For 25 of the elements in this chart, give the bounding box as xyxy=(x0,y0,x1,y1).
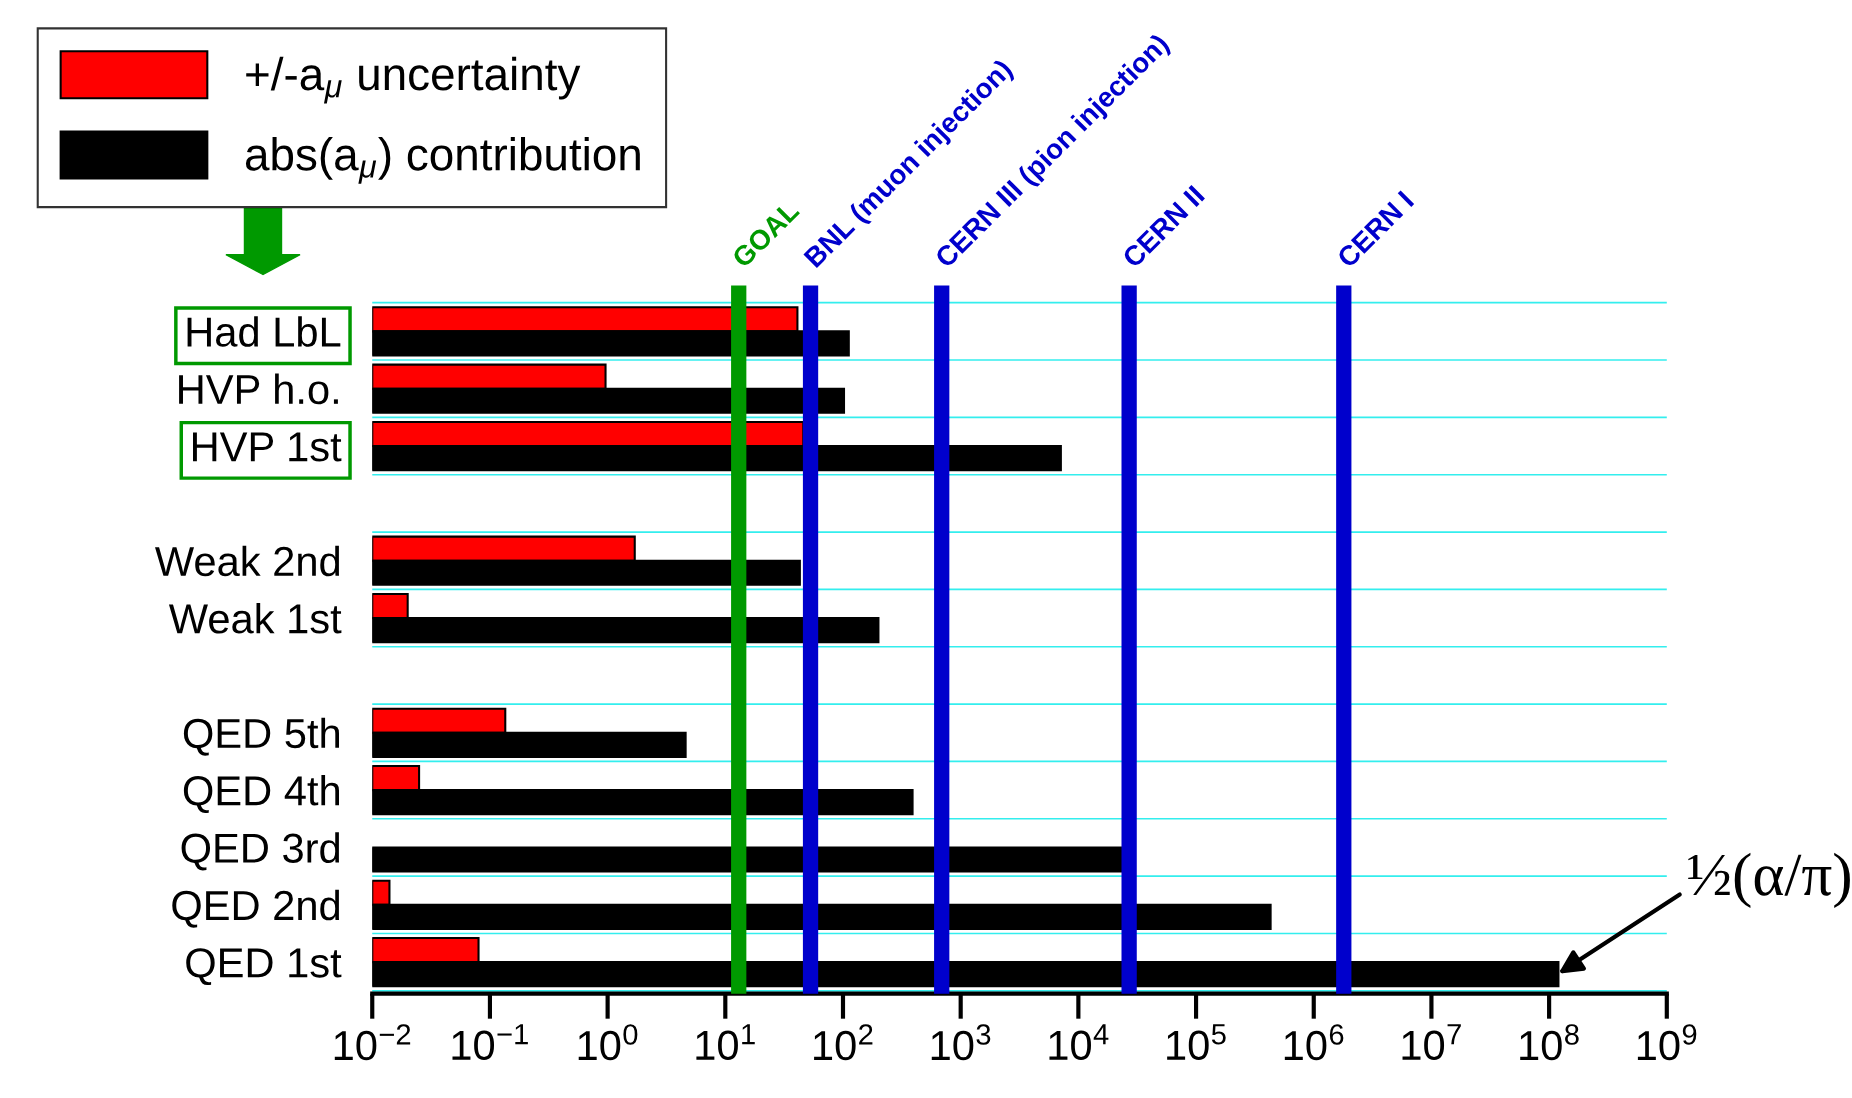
y-tick-label: HVP h.o. xyxy=(179,373,338,405)
x-tick-label: 10$^{2}$ xyxy=(814,1024,873,1061)
x-tick-label: 10$^{−2}$ xyxy=(334,1024,411,1061)
y-tick-label: QED 1st xyxy=(186,948,342,986)
annotation: ½(α/π) xyxy=(1688,852,1850,909)
y-tick-label: QED 3rd xyxy=(181,832,340,871)
y-tick-label: Weak 2nd xyxy=(155,545,340,577)
y-tick-label: Had LbL xyxy=(187,316,341,347)
x-tick-label: 10$^{4}$ xyxy=(1049,1024,1109,1061)
x-tick-label: 10$^{3}$ xyxy=(931,1024,991,1061)
y-tick-label: QED 4th xyxy=(183,775,339,814)
x-tick-label: 10$^{5}$ xyxy=(1167,1024,1226,1061)
x-tick-label: 10$^{8}$ xyxy=(1520,1024,1579,1061)
x-tick-label: 10$^{0}$ xyxy=(578,1024,638,1061)
x-tick-label: 10$^{9}$ xyxy=(1637,1024,1697,1061)
x-tick-label: 10$^{−1}$ xyxy=(452,1024,528,1061)
x-tick-label: 10$^{1}$ xyxy=(696,1024,755,1061)
y-tick-label: QED 5th xyxy=(183,717,339,756)
legend-label: +/-a$_{μ}$ uncertainty xyxy=(246,56,581,104)
x-tick-label: 10$^{6}$ xyxy=(1284,1024,1344,1061)
y-tick-label: QED 2nd xyxy=(172,889,340,928)
x-tick-label: 10$^{7}$ xyxy=(1402,1024,1461,1061)
legend-label: abs(a$_{μ}$) contribution xyxy=(245,137,640,184)
y-tick-label: HVP 1st xyxy=(193,432,342,462)
y-tick-label: Weak 1st xyxy=(168,602,342,634)
